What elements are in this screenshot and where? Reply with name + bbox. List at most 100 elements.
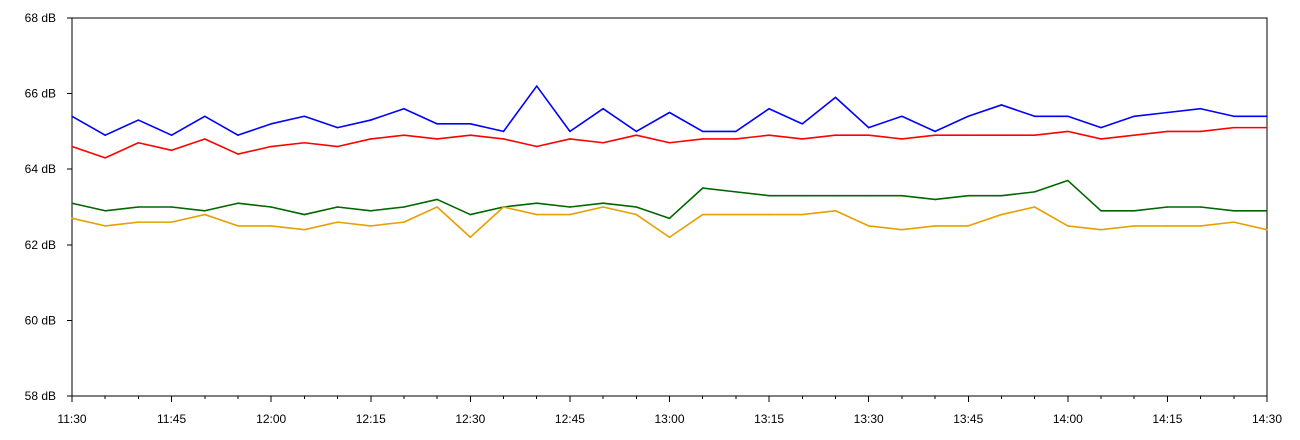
- series-2-point: [303, 141, 306, 144]
- series-2-point: [1000, 134, 1003, 136]
- series-4-point: [901, 228, 903, 231]
- series-4-point: [768, 213, 770, 216]
- series-2-point: [403, 134, 405, 136]
- series-3-point: [1133, 209, 1136, 212]
- series-3-point: [1100, 209, 1102, 212]
- series-1-point: [1266, 115, 1268, 118]
- x-tick-label: 14:30: [1252, 412, 1282, 426]
- series-3-point: [137, 206, 140, 208]
- x-tick-label: 12:45: [555, 412, 585, 426]
- series-4-point: [403, 221, 405, 223]
- series-1-point: [403, 107, 405, 110]
- series-4-point: [668, 236, 671, 239]
- series-2-point: [469, 134, 472, 136]
- series-3-point: [469, 213, 472, 216]
- plot-frame: [71, 17, 1268, 397]
- series-1-point: [668, 111, 671, 114]
- series-3-point: [834, 194, 837, 197]
- x-tick-label: 13:00: [654, 412, 684, 426]
- series-3-point: [867, 194, 870, 197]
- series-2-point: [867, 134, 870, 136]
- series-1-point: [801, 123, 804, 125]
- series-1-point: [635, 130, 638, 133]
- series-1-point: [701, 130, 704, 133]
- series-1-point: [104, 134, 106, 136]
- series-4-point: [1266, 228, 1268, 231]
- series-4-point: [1000, 213, 1003, 216]
- series-2-point: [701, 138, 704, 140]
- series-4-point: [1100, 228, 1102, 231]
- series-3-point: [701, 187, 704, 189]
- series-3-point: [1199, 206, 1202, 208]
- series-4-point: [203, 213, 206, 216]
- series-3-point: [901, 194, 903, 197]
- series-2-point: [1133, 134, 1136, 136]
- y-tick-label: 58 dB: [25, 389, 56, 403]
- series-2-point: [635, 134, 638, 136]
- series-1-point: [1067, 115, 1069, 118]
- series-2-point: [1233, 126, 1235, 129]
- series-4-point: [635, 213, 638, 216]
- series-2-point: [1100, 138, 1102, 140]
- series-2-point: [834, 134, 837, 136]
- series-line-3: [71, 179, 1267, 220]
- series-1-point: [137, 119, 140, 121]
- series-1-point: [1233, 115, 1235, 118]
- series-1-point: [270, 123, 272, 125]
- series-2-point: [137, 141, 140, 144]
- series-1-point: [1000, 104, 1003, 106]
- series-4-point: [1233, 221, 1235, 223]
- series-line-4: [71, 206, 1268, 239]
- series-1-point: [535, 85, 538, 87]
- series-3-point: [801, 194, 804, 197]
- x-tick-label: 11:30: [57, 412, 86, 426]
- series-2-point: [203, 138, 206, 140]
- y-tick-label: 68 dB: [25, 11, 56, 25]
- x-tick-label: 14:00: [1053, 412, 1083, 426]
- series-4-point: [735, 213, 737, 216]
- series-3-point: [1000, 194, 1003, 197]
- series-4-point: [1033, 206, 1036, 208]
- tick-labels-group: 58 dB 60 dB 62 dB 64 dB 66 dB 68 dB 11:30 11:45…: [25, 11, 1283, 426]
- series-group: [71, 85, 1268, 239]
- series-3-point: [203, 209, 206, 212]
- series-3-point: [303, 213, 306, 216]
- series-4-point: [1133, 225, 1136, 227]
- series-1-point: [834, 96, 837, 99]
- series-4-point: [104, 225, 106, 227]
- series-2-point: [668, 141, 671, 144]
- series-1-point: [768, 107, 770, 110]
- series-2-point: [967, 134, 970, 136]
- series-4-point: [602, 206, 604, 208]
- x-tick-label: 14:15: [1152, 412, 1182, 426]
- series-1-point: [735, 130, 737, 133]
- series-1-point: [602, 107, 604, 110]
- series-4-point: [303, 228, 306, 231]
- x-tick-label: 11:45: [157, 412, 186, 426]
- series-1-point: [569, 130, 571, 133]
- series-2-point: [1033, 134, 1036, 136]
- series-4-point: [934, 225, 936, 227]
- series-2-point: [934, 134, 936, 136]
- series-1-point: [1033, 115, 1036, 118]
- series-2-point: [535, 145, 538, 148]
- series-3-point: [436, 198, 438, 201]
- series-3-point: [369, 209, 372, 212]
- series-3-point: [668, 217, 671, 220]
- series-2-point: [602, 141, 604, 144]
- series-1-point: [170, 134, 173, 136]
- series-3-point: [1166, 206, 1169, 208]
- series-1-point: [967, 115, 970, 118]
- series-2-point: [336, 145, 339, 148]
- series-4-point: [1067, 225, 1069, 227]
- series-1-point: [1100, 126, 1102, 129]
- series-1-point: [436, 123, 438, 125]
- series-1-point: [203, 115, 206, 118]
- series-1-point: [71, 115, 73, 118]
- series-2-point: [1266, 126, 1268, 129]
- series-2-point: [801, 138, 804, 140]
- series-3-point: [569, 206, 571, 208]
- series-1-point: [1199, 107, 1202, 110]
- series-2-point: [270, 145, 272, 148]
